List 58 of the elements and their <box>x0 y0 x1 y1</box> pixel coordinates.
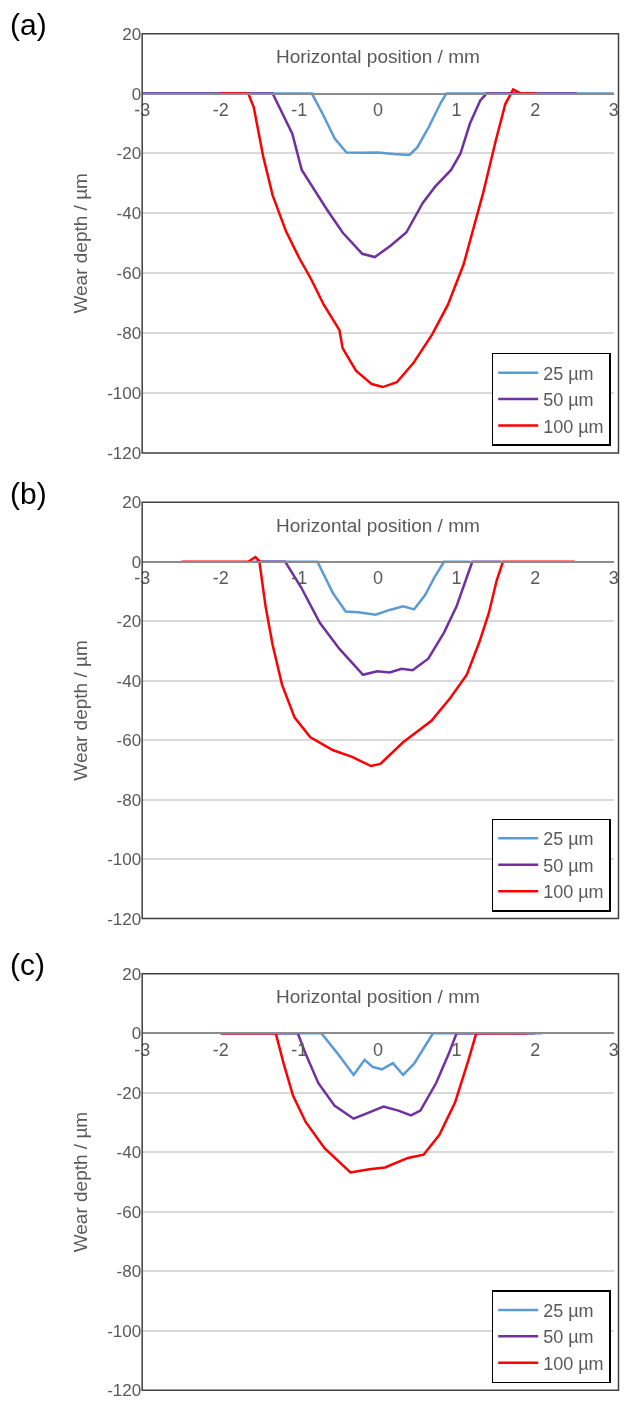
legend-label: 50 µm <box>543 855 594 876</box>
x-tick-label: 3 <box>608 1039 619 1060</box>
y-tick-label: -120 <box>107 1381 142 1401</box>
legend-label: 25 µm <box>543 829 594 850</box>
x-tick-label: 1 <box>451 100 462 121</box>
x-axis-title: Horizontal position / mm <box>276 46 480 67</box>
y-tick-label: 0 <box>131 84 142 104</box>
x-axis-title: Horizontal position / mm <box>276 986 480 1007</box>
y-tick-label: -20 <box>116 612 142 632</box>
x-axis-title: Horizontal position / mm <box>276 515 480 536</box>
y-tick-label: -80 <box>116 790 142 810</box>
x-tick-label: 1 <box>451 1039 462 1060</box>
x-tick-label: 3 <box>608 100 619 121</box>
x-tick-label: 0 <box>372 1039 383 1060</box>
y-tick-label: 0 <box>131 1024 142 1044</box>
legend-label: 25 µm <box>543 363 594 384</box>
x-tick-label: 2 <box>530 568 541 589</box>
y-tick-label: -100 <box>107 384 142 403</box>
y-tick-label: -60 <box>116 264 142 284</box>
x-tick-label: 2 <box>530 100 541 121</box>
y-tick-label: -60 <box>116 731 142 751</box>
y-tick-label: -80 <box>116 1262 142 1282</box>
y-tick-label: -60 <box>116 1202 142 1222</box>
y-tick-label: -20 <box>116 144 142 164</box>
y-tick-label: -100 <box>107 850 142 870</box>
x-tick-label: 0 <box>372 568 383 589</box>
legend-label: 50 µm <box>543 390 594 411</box>
legend-label: 100 µm <box>543 882 604 903</box>
x-tick-label: -1 <box>291 100 308 121</box>
y-tick-label: -20 <box>116 1083 142 1103</box>
x-tick-label: -2 <box>212 100 229 121</box>
legend-label: 25 µm <box>543 1300 594 1321</box>
legend-label: 100 µm <box>543 1353 604 1374</box>
legend-label: 50 µm <box>543 1327 594 1348</box>
y-tick-label: 20 <box>122 493 142 513</box>
x-tick-label: -2 <box>212 1039 229 1060</box>
chart-title: (a) <box>10 8 47 41</box>
chart-title: (b) <box>10 477 47 510</box>
y-axis-title: Wear depth / µm <box>69 640 91 781</box>
y-tick-label: -40 <box>116 1143 142 1163</box>
x-tick-label: -2 <box>212 568 229 589</box>
y-tick-label: -120 <box>107 443 142 463</box>
y-axis-title: Wear depth / µm <box>69 1111 91 1253</box>
chart-title: (c) <box>10 948 45 981</box>
y-tick-label: -100 <box>107 1321 142 1341</box>
x-tick-label: 1 <box>451 568 462 589</box>
y-tick-label: 20 <box>122 24 142 44</box>
y-tick-label: -120 <box>107 909 142 929</box>
y-tick-label: -40 <box>116 671 142 691</box>
x-tick-label: 2 <box>530 1039 541 1060</box>
y-tick-label: 0 <box>131 552 142 572</box>
x-tick-label: 3 <box>608 568 619 589</box>
x-tick-label: 0 <box>372 100 383 121</box>
y-tick-label: -80 <box>116 324 142 344</box>
y-tick-label: -40 <box>116 204 142 224</box>
legend-label: 100 µm <box>543 416 604 437</box>
y-tick-label: 20 <box>122 964 142 984</box>
y-axis-title: Wear depth / µm <box>69 173 91 314</box>
